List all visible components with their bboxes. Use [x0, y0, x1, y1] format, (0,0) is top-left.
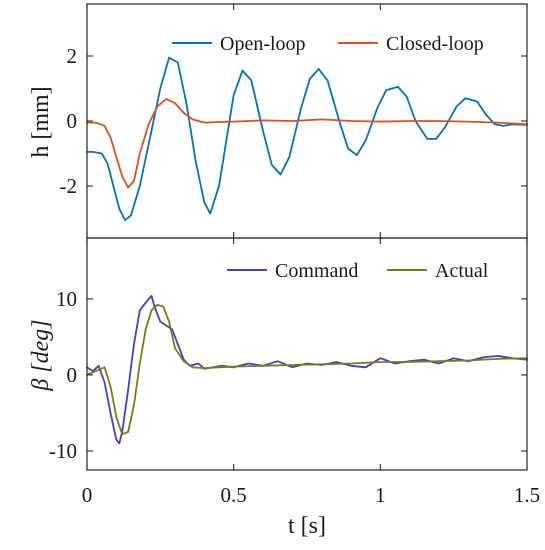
x-axis-label: t [s] [288, 513, 326, 539]
top-y-tick-label: 2 [67, 44, 78, 68]
bottom-series-command [86, 294, 528, 445]
top-legend-label-closed-loop: Closed-loop [386, 33, 484, 55]
bottom-x-tick-label: 0.5 [221, 483, 247, 507]
top-y-tick-label: 0 [67, 109, 78, 133]
top-series-open-loop [86, 56, 528, 221]
top-y-axis-label: h [mm] [28, 86, 54, 157]
bottom-legend-label-command: Command [275, 260, 358, 282]
bottom-y-tick-label: 0 [67, 363, 78, 387]
top-panel: -2 0 2 Open-loop Closed-loop [60, 3, 528, 239]
bottom-y-tick-label: 10 [56, 287, 77, 311]
top-series-closed-loop [86, 98, 528, 189]
bottom-y-tick-label: -10 [49, 439, 77, 463]
bottom-axes-frame [86, 237, 528, 471]
top-legend-label-open-loop: Open-loop [220, 33, 306, 55]
bottom-x-tick-label: 1 [375, 483, 386, 507]
bottom-series-actual [86, 304, 528, 436]
top-y-tick-label: -2 [60, 174, 78, 198]
bottom-legend-label-actual: Actual [435, 260, 489, 282]
bottom-x-tick-label: 1.5 [514, 483, 540, 507]
bottom-y-axis-label: β [deg] [28, 319, 54, 391]
bottom-x-tick-label: 0 [82, 483, 93, 507]
